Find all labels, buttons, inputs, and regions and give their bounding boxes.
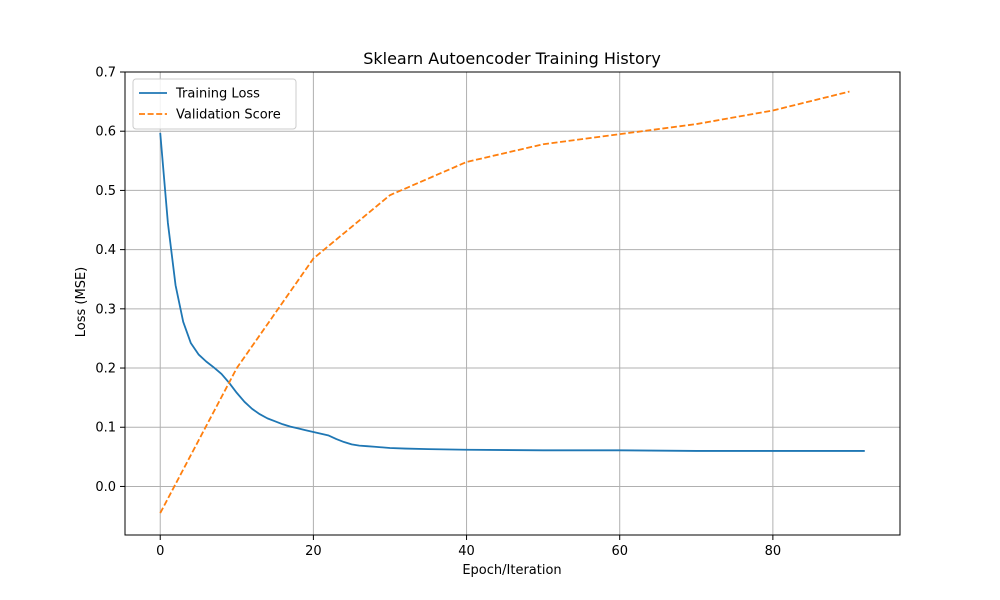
series-line-training-loss [159, 132, 865, 452]
series-line-validation-score [159, 90, 850, 514]
legend-label: Training Loss [175, 87, 260, 102]
legend-label: Validation Score [176, 108, 281, 123]
x-axis-label: Epoch/Iteration [462, 563, 561, 578]
x-tick-label: 0 [156, 544, 164, 559]
x-tick-label: 60 [611, 544, 628, 559]
y-tick-label: 0.1 [95, 421, 116, 436]
legend-box [132, 78, 297, 130]
x-tick-label: 80 [765, 544, 782, 559]
y-tick-label: 0.2 [95, 362, 116, 377]
plot-frame [124, 71, 901, 536]
legend: Training Loss Validation Score [132, 78, 297, 130]
y-tick-label: 0.0 [95, 480, 116, 495]
x-tick-label: 40 [458, 544, 475, 559]
grid-layer [125, 71, 900, 535]
y-tick-label: 0.5 [95, 184, 116, 199]
chart-title: Sklearn Autoencoder Training History [363, 49, 661, 68]
y-tick-label: 0.4 [95, 243, 116, 258]
y-axis-label: Loss (MSE) [74, 267, 89, 337]
y-tick-label: 0.7 [95, 66, 116, 81]
series-layer [159, 90, 865, 514]
tick-layer: 0 20 40 60 80 0.0 0.1 0.2 0.3 0.4 0.5 0.6 0.7 [95, 66, 781, 560]
y-tick-label: 0.6 [95, 125, 116, 140]
y-tick-label: 0.3 [95, 302, 116, 317]
x-tick-label: 20 [305, 544, 322, 559]
